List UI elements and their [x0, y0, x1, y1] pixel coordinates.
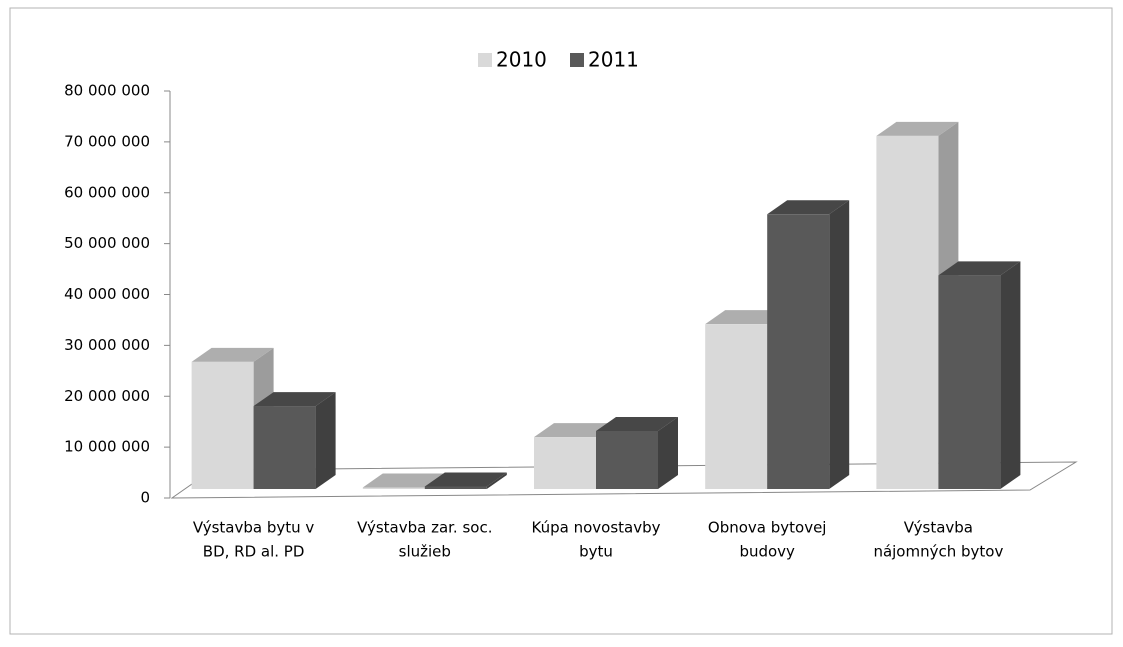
bar — [191, 361, 254, 489]
bar-top — [876, 121, 959, 136]
bar — [534, 437, 596, 489]
x-tick-label: Výstavba zar. soc. — [357, 519, 492, 537]
bar-side — [658, 417, 678, 489]
bar — [362, 487, 425, 489]
bar-top — [253, 392, 336, 407]
y-tick-label: 40 000 000 — [64, 285, 150, 303]
y-tick-label: 30 000 000 — [64, 336, 150, 354]
bar — [705, 324, 768, 489]
y-tick-label: 70 000 000 — [64, 132, 150, 150]
y-tick-label: 10 000 000 — [64, 438, 150, 456]
bar-side — [1000, 261, 1021, 489]
legend-label: 2010 — [496, 48, 547, 72]
x-tick-label: služieb — [399, 543, 451, 561]
bar — [876, 135, 939, 490]
x-tick-label: BD, RD al. PD — [203, 543, 305, 561]
bar — [424, 486, 487, 489]
bar-top — [767, 200, 850, 215]
legend-swatch — [570, 53, 584, 67]
y-tick-label: 80 000 000 — [64, 82, 150, 100]
bar-side — [486, 472, 507, 489]
x-tick-label: Kúpa novostavby — [532, 519, 661, 537]
legend-label: 2011 — [588, 48, 639, 72]
legend-swatch — [478, 53, 492, 67]
bar — [767, 214, 830, 489]
bar — [938, 275, 1001, 489]
x-tick-label: Výstavba — [904, 519, 973, 537]
bar-top — [705, 310, 788, 325]
bar — [596, 431, 658, 489]
x-tick-label: bytu — [579, 543, 613, 561]
bar-top — [191, 347, 274, 362]
bar-side — [315, 392, 336, 489]
bar-top — [938, 261, 1021, 276]
y-tick-label: 60 000 000 — [64, 183, 150, 201]
x-tick-label: nájomných bytov — [873, 543, 1003, 561]
bar — [253, 406, 316, 489]
bar-top — [534, 423, 616, 438]
bar-side — [829, 200, 850, 489]
y-tick-label: 20 000 000 — [64, 387, 150, 405]
bar-top — [362, 473, 445, 488]
x-tick-label: budovy — [739, 543, 795, 561]
x-tick-label: Obnova bytovej — [708, 519, 827, 537]
bar-top — [596, 417, 678, 432]
y-tick-label: 0 — [140, 489, 150, 507]
x-tick-label: Výstavba bytu v — [193, 519, 315, 537]
y-tick-label: 50 000 000 — [64, 234, 150, 252]
bar-top — [424, 472, 507, 487]
